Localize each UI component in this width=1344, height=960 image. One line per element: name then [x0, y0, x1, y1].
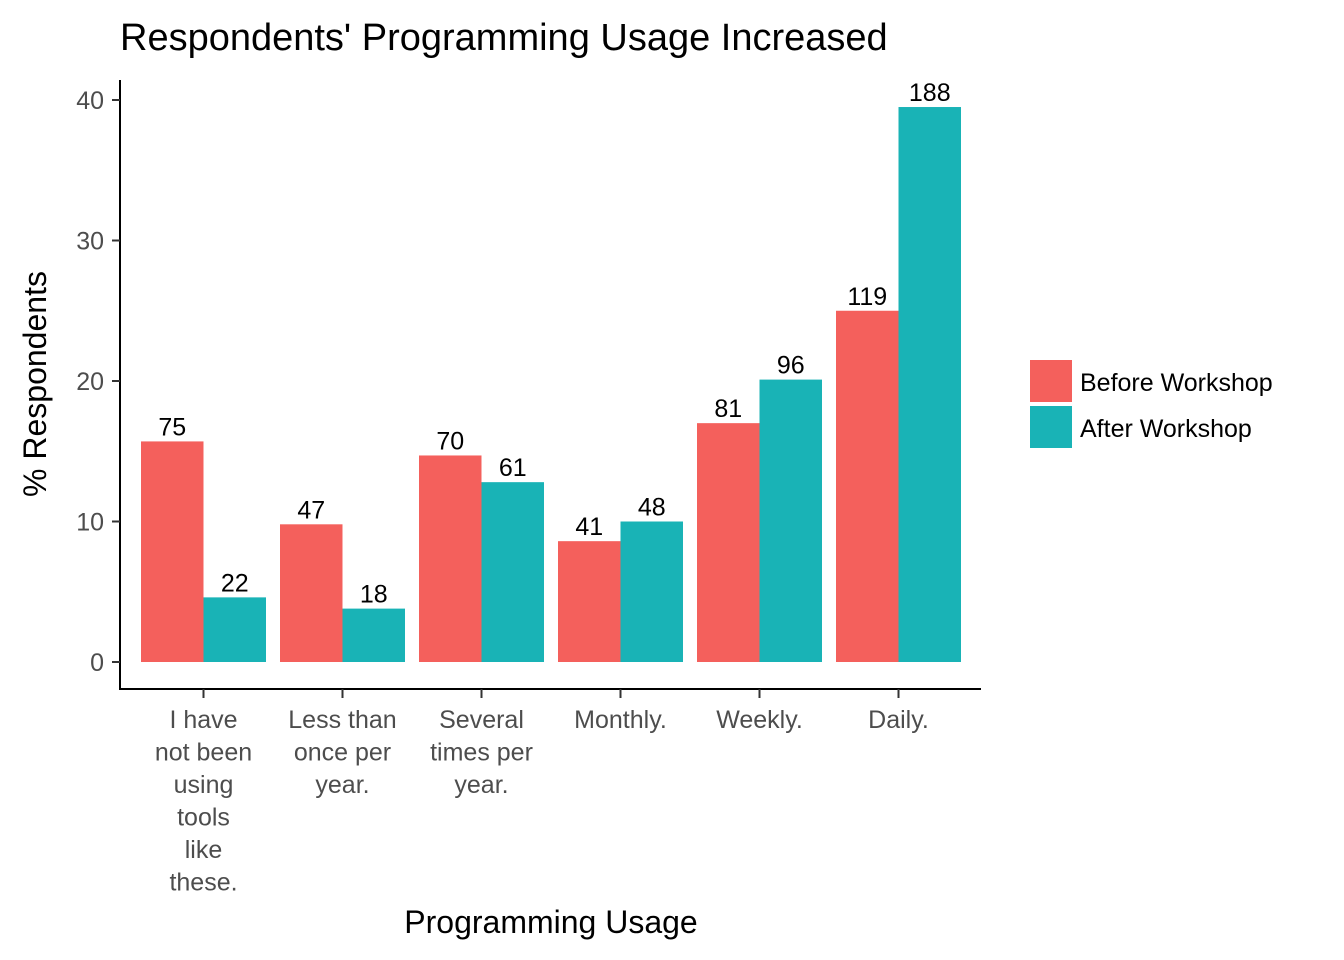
bar-data-label: 47	[297, 496, 325, 524]
bar-data-label: 70	[436, 427, 464, 455]
bar-data-label: 75	[158, 413, 186, 441]
x-axis: I have not been using tools like these. Less t…	[155, 689, 929, 897]
bar-data-label: 61	[499, 454, 527, 482]
bar-before	[836, 310, 899, 662]
bar-before	[558, 541, 621, 662]
bar-data-label: 188	[909, 79, 951, 107]
bar-after	[620, 521, 683, 662]
plot-area: 75 47 70 41 81 119 22 18 61 48 96 188	[141, 79, 961, 662]
x-axis-title: Programming Usage	[404, 904, 697, 940]
x-tick-label: Daily.	[868, 706, 929, 734]
y-tick-label: 0	[90, 649, 104, 677]
bar-data-label: 18	[360, 581, 388, 609]
bar-before	[419, 455, 482, 662]
bar-data-label: 119	[847, 283, 887, 311]
bar-after	[759, 379, 822, 662]
y-axis: 0 10 20 30 40	[76, 87, 120, 677]
bar-before	[280, 524, 343, 662]
y-tick-label: 20	[76, 368, 104, 396]
x-tick-label: I have not been using tools like these.	[155, 706, 252, 897]
legend-label: After Workshop	[1080, 415, 1252, 443]
bar-data-label: 41	[575, 513, 603, 541]
y-axis-title: % Respondents	[17, 271, 53, 497]
bar-after	[203, 597, 266, 662]
bar-after	[898, 107, 961, 662]
y-tick-label: 10	[76, 509, 104, 537]
bar-data-label: 96	[777, 352, 805, 380]
bar-data-label: 81	[714, 395, 742, 423]
y-tick-label: 30	[76, 228, 104, 256]
bar-after	[481, 482, 544, 662]
x-tick-label: Monthly.	[574, 706, 667, 734]
bar-data-label: 48	[638, 494, 666, 522]
bar-after	[342, 608, 405, 662]
bar-before	[141, 441, 204, 662]
chart-title: Respondents' Programming Usage Increased	[120, 17, 888, 59]
bar-before	[697, 423, 760, 662]
x-tick-label: Several times per year.	[430, 706, 533, 799]
bar-data-label: 22	[221, 569, 249, 597]
y-tick-label: 40	[76, 87, 104, 115]
legend: Before Workshop After Workshop	[1030, 360, 1273, 448]
x-tick-label: Weekly.	[716, 706, 803, 734]
legend-swatch	[1030, 406, 1072, 448]
legend-swatch	[1030, 360, 1072, 402]
x-tick-label: Less than once per year.	[288, 706, 396, 799]
legend-label: Before Workshop	[1080, 369, 1273, 397]
